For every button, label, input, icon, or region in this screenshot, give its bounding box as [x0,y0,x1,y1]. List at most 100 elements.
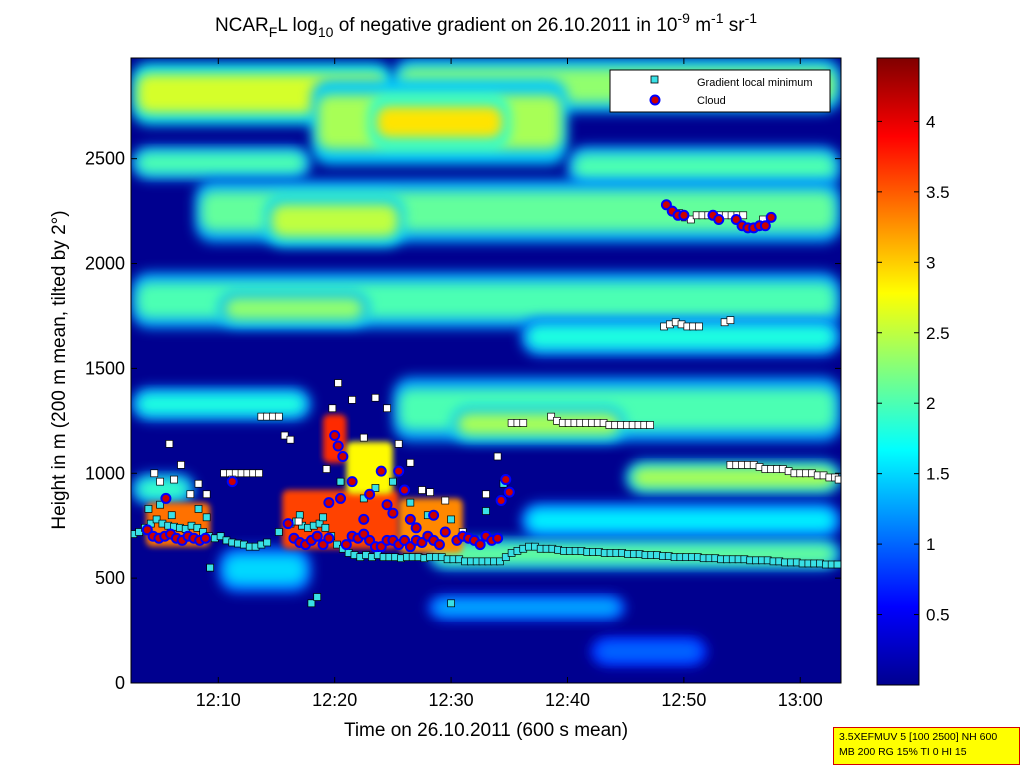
cloud-point [678,209,690,221]
gradient-minimum-point [255,469,263,478]
x-tick-label: 12:20 [312,690,357,710]
cloud-point [404,513,416,525]
cloud-point [323,497,335,509]
gradient-minimum-point [206,563,214,572]
cloud-point [340,539,352,551]
legend-cloud-marker [649,94,661,106]
cloud-point [346,476,358,488]
gradient-minimum-point [371,393,380,402]
x-tick-label: 12:40 [545,690,590,710]
cloud-point [375,465,387,477]
gradient-minimum-point [156,477,164,486]
gradient-minimum-point [348,396,356,404]
cloud-point [337,450,349,462]
x-tick-label: 12:10 [196,690,241,710]
gradient-minimum-point [216,532,225,541]
cloud-layer-band [282,490,399,549]
gradient-minimum-point [418,486,426,494]
plot-frame [130,57,842,684]
cloud-point [492,532,504,544]
cloud-point [226,476,238,488]
plot-area: 12:10 12:20 12:30 12:40 12:50 13:00 0 500 1000 1… [85,57,842,710]
gradient-minimum-point [167,511,176,520]
gradient-minimum-point [547,412,556,421]
layer-core [526,509,835,532]
y-tick-label: 0 [115,673,125,693]
gradient-minimum-point [194,505,203,513]
gradient-minimum-point [426,488,434,496]
gradient-minimum-point [274,412,283,421]
layer-core [224,297,364,321]
gradient-minimum-point [321,523,330,532]
gradient-minimum-point [394,440,403,448]
gradient-minimum-point [319,513,327,522]
gradient-minimum-point [519,419,528,427]
colorbar-ramp [876,57,920,686]
cloud-point [439,526,451,538]
cloud-point [765,211,777,223]
cloud-point [433,539,445,551]
colorbar-tick-label: 4 [926,112,935,131]
cloud-point [495,495,507,507]
gradient-minimum-point [280,431,289,440]
gradient-minimum-point [202,490,211,499]
cloud-point [387,507,399,519]
cloud-point [713,213,725,225]
gradient-minimum-point [193,523,202,532]
colorbar: 0.5 1 1.5 2 2.5 3 3.5 4 [876,57,950,686]
layer-core [224,554,306,585]
cloud-point [329,430,341,442]
marker-layer [131,199,841,608]
gradient-minimum-point [263,538,272,547]
gradient-minimum-point [156,500,164,509]
y-tick-label: 2000 [85,254,125,274]
gradient-minimum-point [726,316,735,325]
layer-core [596,642,702,661]
gradient-minimum-point [186,490,195,499]
gradient-minimum-point [202,513,211,522]
gradient-minimum-point [334,379,343,387]
cloud-layer-band [346,441,393,495]
gradient-minimum-point [496,557,504,566]
gradient-minimum-point [286,435,295,444]
gradient-minimum-point [695,322,703,331]
cloud-point [364,488,376,500]
cloud-point [503,486,515,498]
x-tick-label: 12:30 [429,690,474,710]
y-axis: 0 500 1000 1500 2000 2500 [85,149,841,693]
layer-core [137,152,306,174]
gradient-minimum-point [294,517,303,526]
info-box: 3.5XEFMUV 5 [100 2500] NH 600 MB 200 RG … [833,727,1020,765]
x-axis-label: Time on 26.10.2011 (600 s mean) [344,720,628,741]
gradient-minimum-point [834,475,841,484]
gradient-minimum-point [170,475,178,484]
legend-cloud-label: Cloud [697,95,726,107]
gradient-minimum-point [447,599,455,608]
colorbar-tick-label: 1.5 [926,465,950,484]
legend-box [609,69,831,113]
cloud-point [500,474,512,486]
gradient-minimum-point [441,496,450,505]
gradient-minimum-point [482,490,490,499]
cloud-point [199,532,211,544]
y-tick-label: 2500 [85,149,125,169]
colorbar-tick-label: 3 [926,253,935,272]
legend-gradient-label: Gradient local minimum [697,77,813,89]
gradient-minimum-point [194,479,203,488]
cloud-point [160,492,172,504]
colorbar-tick-label: 0.5 [926,606,950,625]
gradient-minimum-point [152,515,161,524]
gradient-minimum-point [359,433,368,442]
gradient-minimum-point [406,458,415,467]
y-tick-label: 500 [95,568,125,588]
gradient-minimum-point [406,498,415,507]
cloud-point [428,509,440,521]
cloud-point [393,465,405,477]
cloud-point [335,492,347,504]
y-axis-label: Height in m (200 m mean, tilted by 2°) [49,210,70,529]
cloud-point [399,484,411,496]
colorbar-ticks: 0.5 1 1.5 2 2.5 3 3.5 4 [877,112,950,625]
layer-core [137,478,190,500]
gradient-minimum-point [501,553,510,562]
